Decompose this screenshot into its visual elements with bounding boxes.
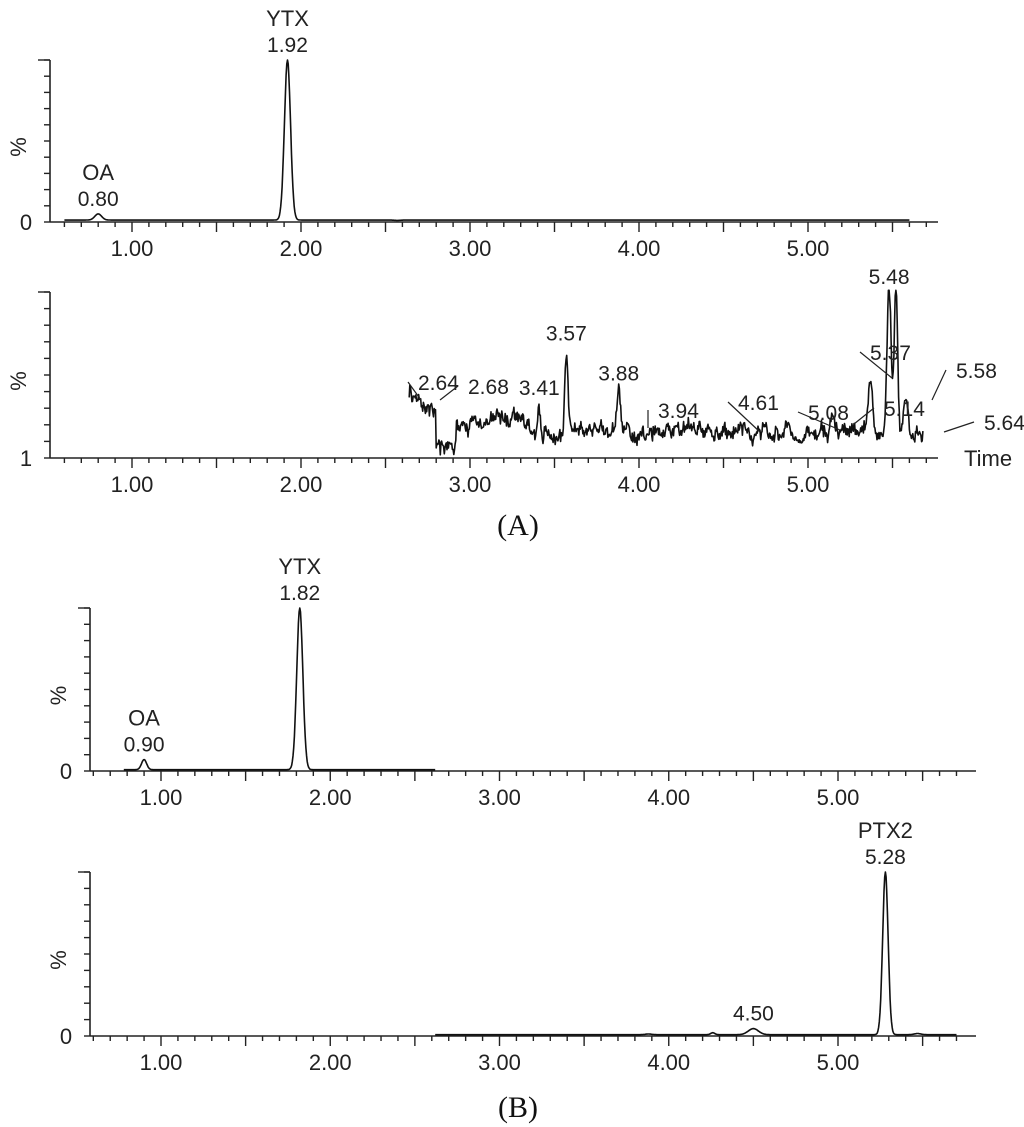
y-axis-min-label: 0 [60, 759, 72, 784]
x-tick-label: 3.00 [449, 236, 492, 261]
y-axis-min-label: 0 [20, 210, 32, 235]
x-tick-label: 4.00 [618, 472, 661, 497]
x-tick-label: 2.00 [280, 472, 323, 497]
y-axis-label: % [6, 371, 31, 391]
peak-label-leader [797, 411, 841, 431]
chromatogram-trace [123, 607, 436, 771]
compound-label: YTX [266, 6, 309, 31]
chromatogram-a-top: % 0 1.00 2.00 3.00 4.00 5.00 0.80 OA 1.92 YTX [6, 6, 938, 261]
x-tick-label: 2.00 [309, 785, 352, 810]
x-tick-label: 3.00 [478, 785, 521, 810]
chromatogram-trace [64, 59, 910, 222]
x-tick-label: 4.00 [647, 785, 690, 810]
compound-label: YTX [278, 554, 321, 579]
peak-label: 4.61 [738, 392, 779, 415]
x-tick-label: 4.00 [618, 236, 661, 261]
x-tick-label: 1.00 [111, 472, 154, 497]
chromatogram-a-bottom: % 1 1.00 2.00 3.00 4.00 5.00 Time 2.64 2.68 3.41 3.… [6, 266, 1024, 497]
compound-label: OA [128, 706, 160, 731]
peak-label-leader [407, 381, 422, 401]
peak-label: 5.64 [984, 412, 1024, 435]
x-tick-label: 1.00 [111, 236, 154, 261]
peak-label: 4.50 [733, 1003, 774, 1026]
x-tick-label: 1.00 [140, 785, 183, 810]
panel-label-b: (B) [498, 1091, 538, 1124]
chromatogram-trace [435, 871, 957, 1036]
peak-label: 5.37 [870, 342, 911, 365]
x-tick-label: 3.00 [449, 472, 492, 497]
peak-label: 5.58 [956, 360, 997, 383]
x-tick-label: 1.00 [140, 1050, 183, 1075]
y-axis-label: % [46, 950, 71, 970]
peak-label: 3.41 [519, 377, 560, 400]
x-tick-label: 5.00 [817, 1050, 860, 1075]
peak-label: 3.88 [598, 362, 639, 385]
x-tick-label: 5.00 [817, 785, 860, 810]
peak-label: 5.28 [865, 846, 906, 869]
peak-label: 1.92 [267, 34, 308, 57]
peak-label: 0.80 [78, 188, 119, 211]
chromatogram-trace [408, 289, 924, 456]
x-tick-label: 3.00 [478, 1050, 521, 1075]
y-axis-min-label: 0 [60, 1024, 72, 1049]
chromatogram-b-top: % 0 1.00 2.00 3.00 4.00 5.00 0.90 OA 1.82 YTX [46, 554, 976, 810]
peak-label-leader [931, 369, 947, 401]
peak-label: 2.68 [468, 376, 509, 399]
peak-label-leader [943, 421, 975, 433]
y-axis-min-label: 1 [20, 446, 32, 471]
chromatogram-b-bottom: % 0 1.00 2.00 3.00 4.00 5.00 4.50 5.28 PTX2 [46, 818, 976, 1075]
panel-label-a: (A) [497, 509, 539, 542]
x-tick-label: 4.00 [647, 1050, 690, 1075]
peak-label: 3.94 [658, 400, 699, 423]
peak-label: 5.08 [808, 402, 849, 425]
x-tick-label: 2.00 [309, 1050, 352, 1075]
peak-label-leader [859, 351, 893, 379]
peak-label: 5.48 [869, 266, 910, 289]
y-axis-label: % [6, 137, 31, 157]
y-axis-label: % [46, 686, 71, 706]
peak-label-leader [727, 401, 761, 433]
x-axis-title: Time [964, 446, 1012, 471]
x-tick-label: 5.00 [787, 472, 830, 497]
peak-label-leader [439, 385, 459, 401]
peak-label: 2.64 [418, 372, 459, 395]
compound-label: PTX2 [858, 818, 913, 843]
peak-label: 3.57 [546, 322, 587, 345]
peak-label: 0.90 [124, 734, 165, 757]
compound-label: OA [82, 160, 114, 185]
x-tick-label: 2.00 [280, 236, 323, 261]
peak-label: 5.14 [884, 398, 925, 421]
peak-label: 1.82 [279, 582, 320, 605]
peak-label-leader [853, 407, 875, 425]
x-tick-label: 5.00 [787, 236, 830, 261]
